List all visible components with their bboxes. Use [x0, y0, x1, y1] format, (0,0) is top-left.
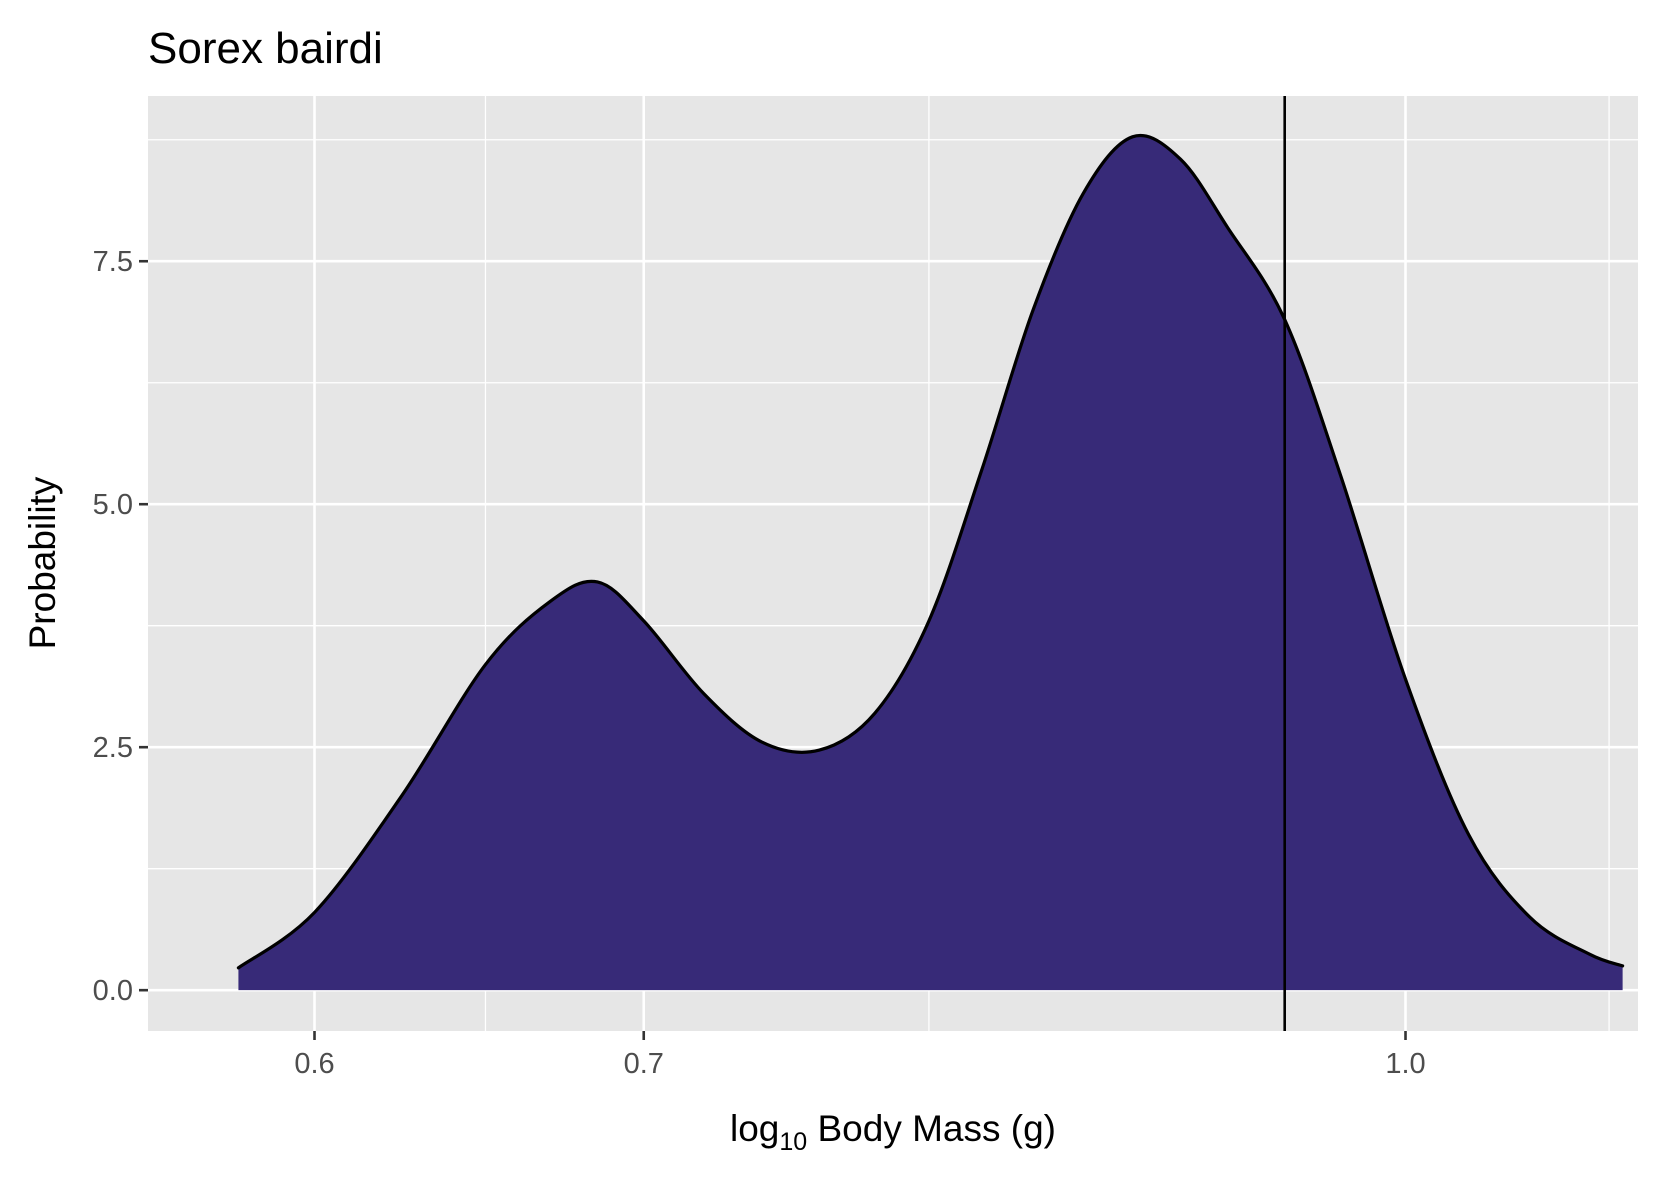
x-axis-title-subscript: 10: [779, 1128, 807, 1156]
y-axis: 0.0 2.5 5.0 7.5: [93, 246, 148, 1007]
x-axis-title: log10 Body Mass (g): [730, 1108, 1056, 1156]
x-axis-title-suffix: Body Mass (g): [807, 1108, 1056, 1149]
y-tick-label: 2.5: [93, 732, 133, 764]
chart-title: Sorex bairdi: [148, 24, 383, 73]
x-tick-label: 1.0: [1385, 1048, 1425, 1080]
x-axis-title-prefix: log: [730, 1108, 779, 1149]
density-curve: [236, 133, 1625, 970]
x-tick-label: 0.7: [624, 1048, 664, 1080]
y-axis-title: Probability: [22, 476, 63, 649]
density-area: [238, 135, 1623, 991]
minor-gridlines: [128, 96, 1638, 1031]
y-tick-label: 5.0: [93, 489, 133, 521]
x-tick-label: 0.6: [294, 1048, 334, 1080]
y-tick-label: 0.0: [93, 975, 133, 1007]
y-tick-label: 7.5: [93, 246, 133, 278]
x-axis: 0.6 0.7 1.0: [294, 1031, 1426, 1080]
